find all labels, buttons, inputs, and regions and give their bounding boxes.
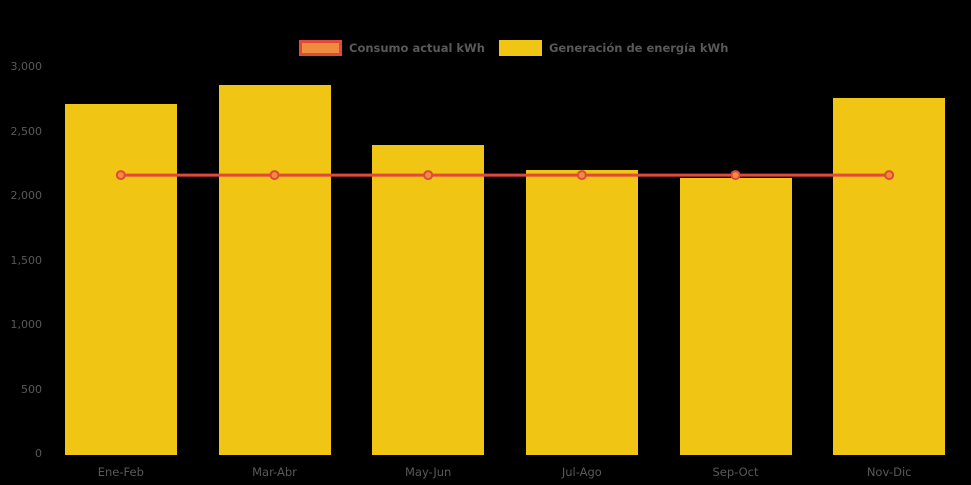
y-axis-tick-label: 500 xyxy=(21,382,42,396)
y-axis-tick-label: 1,000 xyxy=(10,318,43,331)
y-axis-tick-label: 1,500 xyxy=(10,253,43,267)
x-axis-label: Sep-Oct xyxy=(712,465,759,479)
legend-label-consumo-actual: Consumo actual kWh xyxy=(349,41,485,55)
legend-item-generacion: Generación de energía kWh xyxy=(498,40,729,56)
generation-bar xyxy=(525,169,638,455)
y-axis-tick-label: 2,500 xyxy=(10,124,43,138)
legend: Consumo actual kWh Generación de energía… xyxy=(299,40,728,56)
y-axis-tick-label: 2,000 xyxy=(10,189,43,202)
x-axis-label: Nov-Dic xyxy=(866,465,912,479)
y-axis-tick-label: 0 xyxy=(35,447,42,460)
legend-item-consumo-actual: Consumo actual kWh xyxy=(299,40,485,56)
x-axis-label: Jul-Ago xyxy=(561,465,602,479)
x-axis-label: May-Jun xyxy=(404,465,452,479)
legend-label-generacion: Generación de energía kWh xyxy=(548,41,729,55)
generation-bar xyxy=(679,177,792,455)
x-axis-label: Ene-Feb xyxy=(97,465,144,479)
y-axis-tick-label: 3,000 xyxy=(10,60,43,73)
generation-bar xyxy=(218,84,331,455)
generation-bar xyxy=(64,104,177,455)
generation-bar xyxy=(372,145,485,455)
line-series-swatch xyxy=(299,40,342,56)
generation-bar xyxy=(833,98,946,455)
x-axis-label: Mar-Abr xyxy=(252,465,297,479)
bar-series-swatch xyxy=(498,40,542,56)
